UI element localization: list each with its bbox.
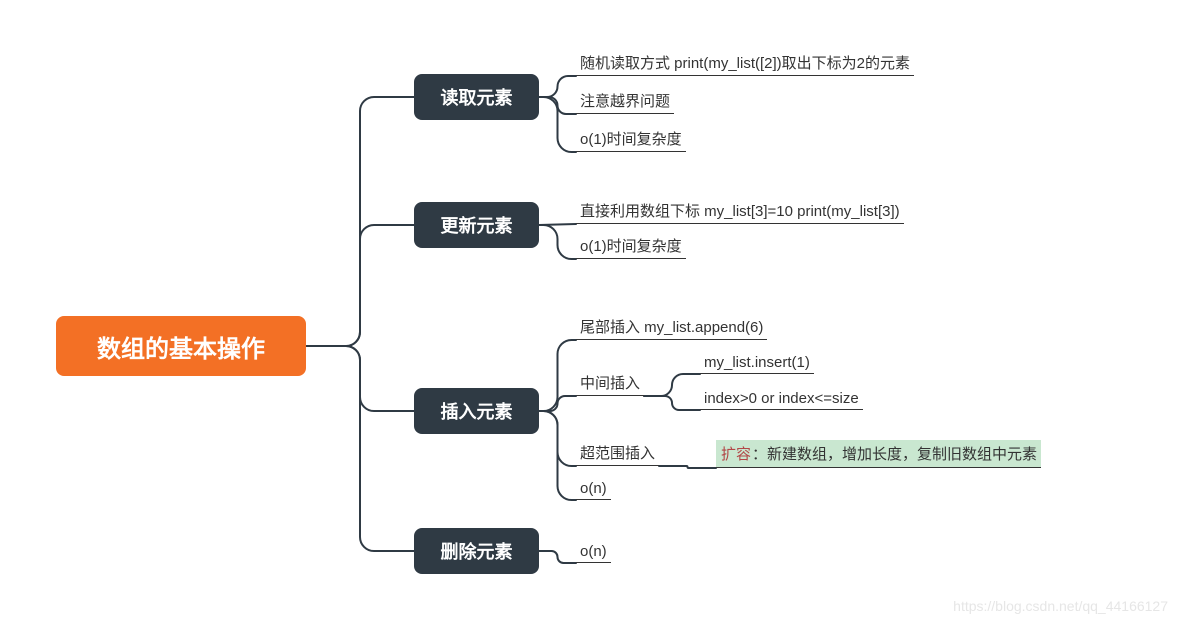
branch-delete-label: 删除元素 [441, 538, 513, 564]
leaf-insert-overflow-detail: 扩容：新建数组，增加长度，复制旧数组中元素 [716, 440, 1041, 468]
leaf-insert-overflow-rest: ：新建数组，增加长度，复制旧数组中元素 [752, 443, 1037, 464]
branch-read-label: 读取元素 [441, 84, 513, 110]
branch-update-label: 更新元素 [441, 212, 513, 238]
leaf-update-complexity: o(1)时间复杂度 [576, 233, 686, 259]
root-label: 数组的基本操作 [97, 329, 265, 364]
leaf-update-index: 直接利用数组下标 my_list[3]=10 print(my_list[3]) [576, 198, 904, 224]
branch-insert: 插入元素 [414, 388, 539, 434]
leaf-read-complexity: o(1)时间复杂度 [576, 126, 686, 152]
branch-insert-label: 插入元素 [441, 398, 513, 424]
leaf-insert-middle-b: index>0 or index<=size [700, 388, 863, 410]
branch-read: 读取元素 [414, 74, 539, 120]
leaf-insert-middle-label: 中间插入 [576, 370, 644, 396]
leaf-insert-complexity: o(n) [576, 478, 611, 500]
leaf-delete-complexity: o(n) [576, 541, 611, 563]
branch-delete: 删除元素 [414, 528, 539, 574]
leaf-read-random: 随机读取方式 print(my_list([2])取出下标为2的元素 [576, 50, 914, 76]
leaf-insert-overflow-highlight: 扩容 [720, 442, 752, 465]
leaf-insert-overflow-label: 超范围插入 [576, 440, 659, 466]
branch-update: 更新元素 [414, 202, 539, 248]
leaf-insert-middle-a: my_list.insert(1) [700, 352, 814, 374]
leaf-read-bounds: 注意越界问题 [576, 88, 674, 114]
watermark: https://blog.csdn.net/qq_44166127 [953, 598, 1168, 614]
leaf-insert-append: 尾部插入 my_list.append(6) [576, 314, 767, 340]
root-node: 数组的基本操作 [56, 316, 306, 376]
